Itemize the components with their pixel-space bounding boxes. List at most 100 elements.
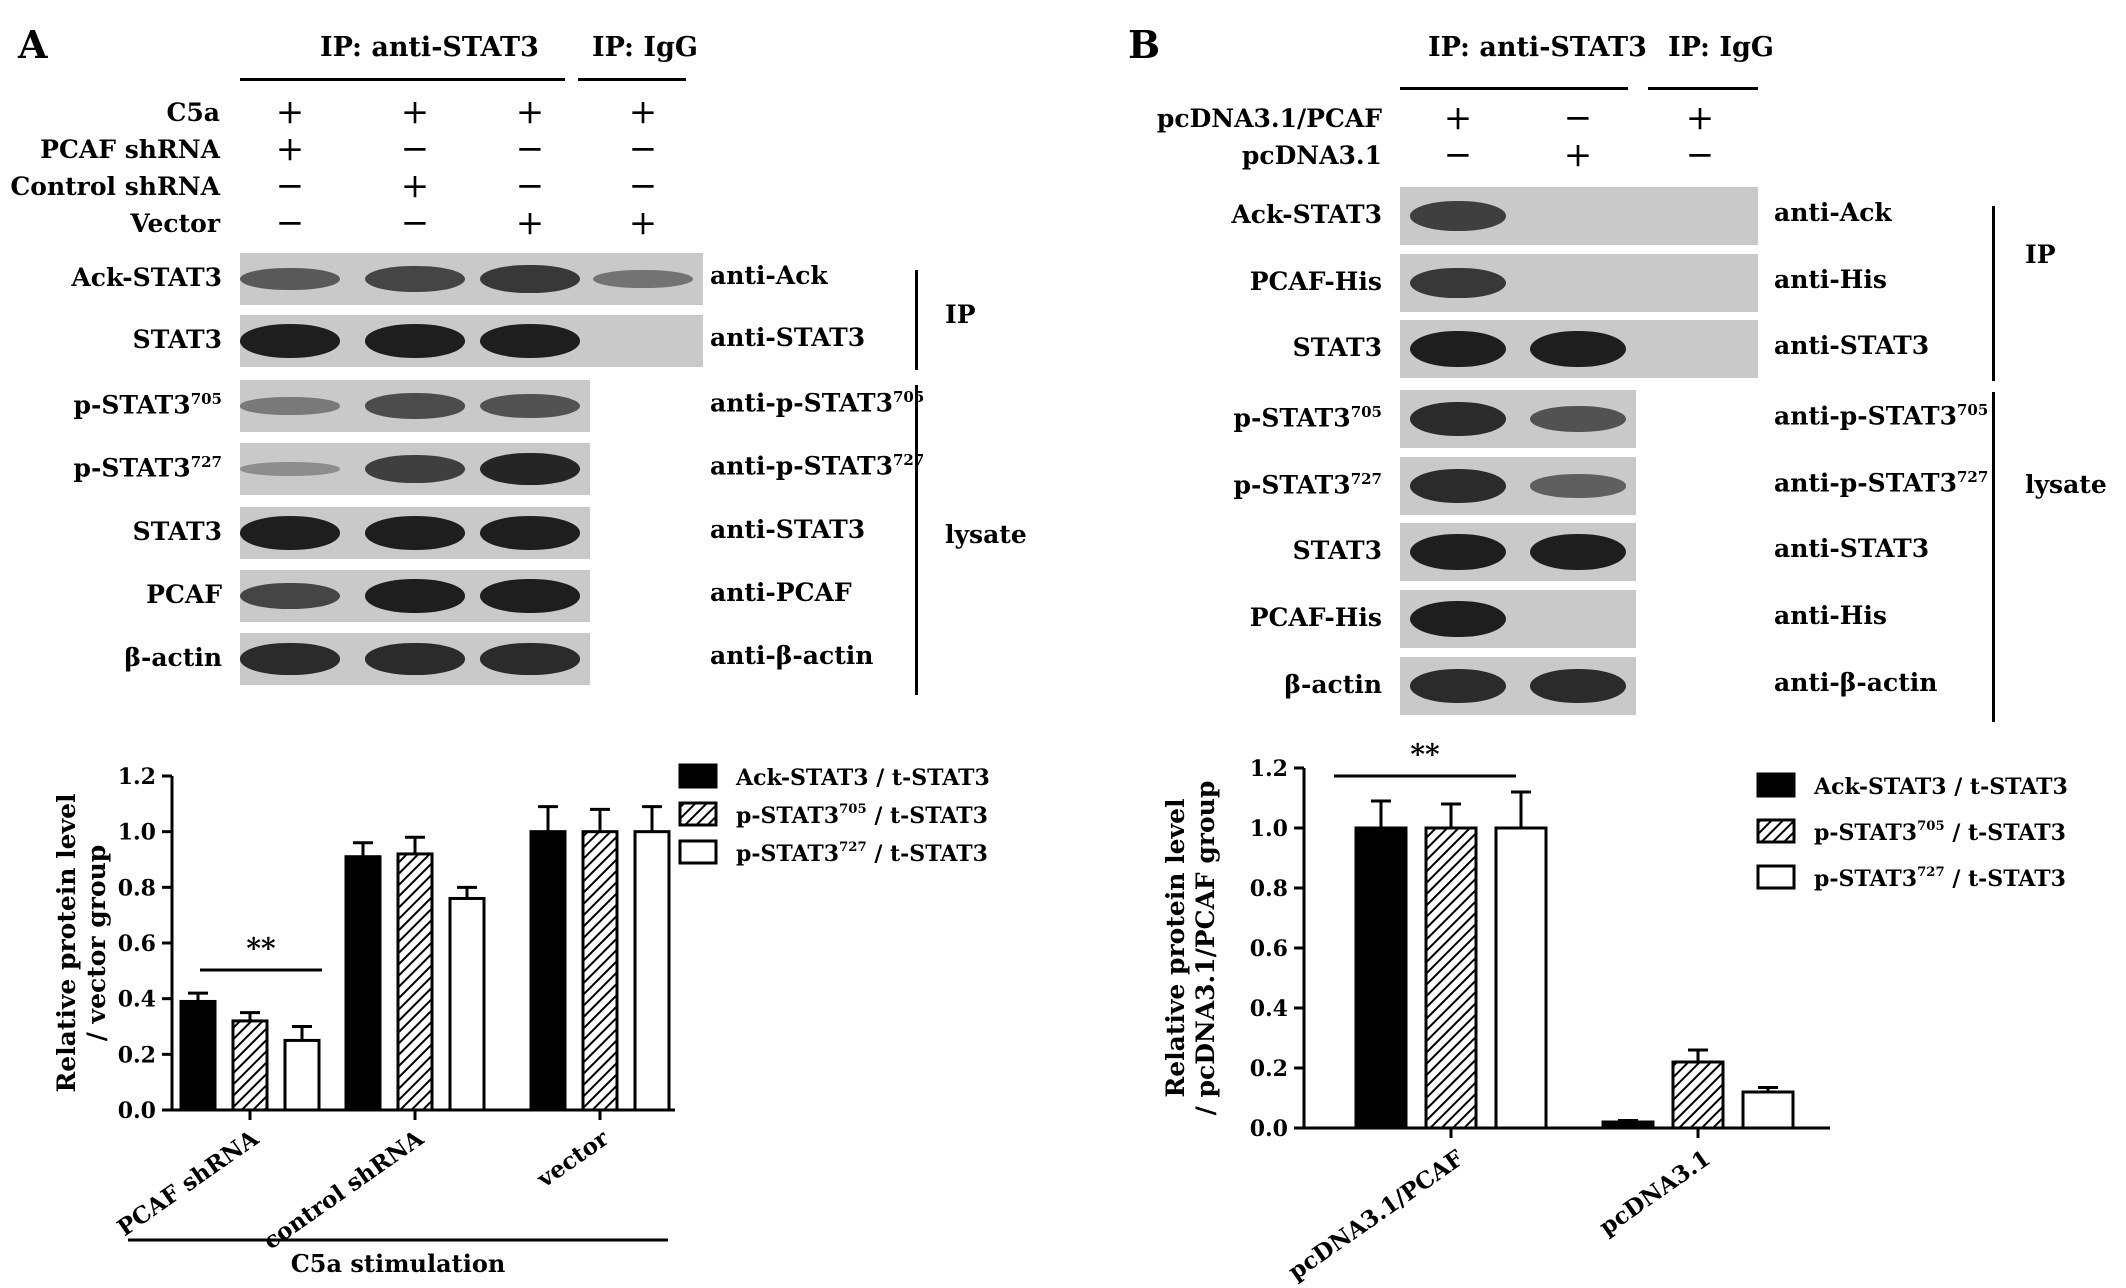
- protein-band: [365, 393, 465, 419]
- bar: [633, 830, 671, 1112]
- condition-sign: +: [628, 203, 658, 243]
- legend-label: Ack-STAT3 / t-STAT3: [735, 765, 990, 791]
- bar: [179, 999, 217, 1112]
- bar: [231, 1019, 269, 1112]
- y-axis-label: / pcDNA3.1/PCAF group: [1191, 781, 1220, 1116]
- legend-label: Ack-STAT3 / t-STAT3: [1813, 774, 2068, 800]
- antibody-label: anti-STAT3: [1774, 331, 1930, 360]
- protein-band: [1410, 533, 1506, 571]
- blot-row-label: STAT3: [1292, 333, 1382, 362]
- condition-sign: −: [1563, 98, 1593, 138]
- y-tick-label: 0.4: [118, 987, 156, 1013]
- protein-band: [1410, 469, 1506, 503]
- y-tick-label: 0.6: [118, 931, 156, 957]
- y-tick-label: 0.4: [1250, 996, 1288, 1022]
- blot-row-label: STAT3: [132, 325, 222, 354]
- protein-band: [1410, 600, 1506, 638]
- blot-row-label: STAT3: [1292, 536, 1382, 565]
- panel-a-letter: A: [18, 22, 48, 67]
- panel-a-ip-underline-stat3: [240, 78, 565, 81]
- protein-band: [1530, 669, 1626, 703]
- blot-row-label: Ack-STAT3: [71, 263, 222, 292]
- panel-b-ip-bracket: [1992, 206, 1995, 381]
- blot-row-label: p-STAT3727: [1233, 470, 1383, 500]
- antibody-label: anti-β-actin: [1774, 668, 1938, 697]
- protein-band: [1530, 330, 1626, 368]
- legend-swatch: [1756, 864, 1796, 890]
- condition-label: Vector: [130, 209, 220, 238]
- bar: [1494, 826, 1548, 1130]
- y-tick-label: 0.8: [1250, 876, 1288, 902]
- condition-sign: −: [275, 203, 305, 243]
- significance-label: **: [246, 932, 276, 965]
- significance-label: **: [1410, 738, 1440, 771]
- protein-band: [1530, 533, 1626, 571]
- condition-sign: −: [515, 129, 545, 169]
- protein-band: [480, 516, 580, 550]
- blot-row-label: β-actin: [1284, 670, 1382, 699]
- blot-row-label: β-actin: [124, 643, 222, 672]
- legend-swatch: [678, 763, 718, 789]
- antibody-label: anti-STAT3: [1774, 534, 1930, 563]
- condition-sign: +: [400, 92, 430, 132]
- condition-sign: +: [515, 92, 545, 132]
- antibody-label: anti-His: [1774, 265, 1887, 294]
- antibody-label: anti-Ack: [1774, 198, 1892, 227]
- blot-row-label: p-STAT3727: [73, 453, 223, 483]
- condition-sign: −: [1443, 135, 1473, 175]
- condition-label: C5a: [166, 98, 221, 127]
- protein-band: [240, 267, 340, 291]
- y-tick-label: 0.2: [118, 1042, 156, 1068]
- protein-band: [365, 579, 465, 613]
- condition-sign: −: [628, 129, 658, 169]
- protein-band: [480, 452, 580, 486]
- protein-band: [593, 269, 693, 289]
- blot-row-label: PCAF-His: [1249, 603, 1382, 632]
- panel-a-ip-header-igg: IP: IgG: [592, 32, 698, 63]
- x-tick-label: pcDNA3.1: [1594, 1145, 1715, 1241]
- condition-sign: +: [1563, 135, 1593, 175]
- antibody-label: anti-p-STAT3727: [710, 451, 925, 481]
- condition-sign: +: [1685, 98, 1715, 138]
- legend-swatch: [1756, 772, 1796, 798]
- legend-label: p-STAT3705 / t-STAT3: [736, 802, 988, 829]
- protein-band: [1410, 201, 1506, 231]
- condition-sign: −: [400, 129, 430, 169]
- bar: [448, 896, 486, 1112]
- y-axis-label: / vector group: [82, 845, 111, 1042]
- antibody-label: anti-p-STAT3705: [1774, 401, 1989, 431]
- protein-band: [240, 643, 340, 675]
- blot-row-label: PCAF-His: [1249, 267, 1382, 296]
- x-tick-label: PCAF shRNA: [112, 1124, 264, 1242]
- y-tick-label: 0.2: [1250, 1056, 1288, 1082]
- y-axis-label: Relative protein level: [52, 793, 81, 1092]
- blot-row-label: p-STAT3705: [1233, 403, 1383, 433]
- blot-row-label: STAT3: [132, 517, 222, 546]
- y-tick-label: 1.2: [1250, 756, 1288, 782]
- condition-sign: −: [275, 166, 305, 206]
- legend-swatch: [1756, 818, 1796, 844]
- protein-band: [1410, 402, 1506, 436]
- panel-a-side-lysate: lysate: [945, 520, 1027, 549]
- panel-a-bar-chart: 0.0 0.2 0.4 0.6 0.8 1.0 1.2 Relative protein le…: [52, 763, 990, 1278]
- condition-sign: −: [515, 166, 545, 206]
- protein-band: [1410, 330, 1506, 368]
- panel-a-side-ip: IP: [945, 300, 976, 329]
- panel-a-ip-bracket: [915, 270, 918, 370]
- condition-sign: +: [515, 203, 545, 243]
- protein-band: [365, 265, 465, 293]
- panel-a-ip-underline-igg: [578, 78, 686, 81]
- legend-label: p-STAT3727 / t-STAT3: [1814, 865, 2066, 892]
- legend-swatch: [678, 839, 718, 865]
- bar: [1671, 1060, 1725, 1130]
- blot-row-label: PCAF: [146, 580, 222, 609]
- condition-label: pcDNA3.1: [1241, 141, 1382, 170]
- bar: [344, 855, 382, 1112]
- protein-band: [480, 264, 580, 294]
- bar: [581, 830, 619, 1112]
- protein-band: [365, 455, 465, 483]
- protein-band: [480, 324, 580, 358]
- antibody-label: anti-STAT3: [710, 515, 866, 544]
- bar: [396, 852, 434, 1112]
- condition-sign: +: [400, 166, 430, 206]
